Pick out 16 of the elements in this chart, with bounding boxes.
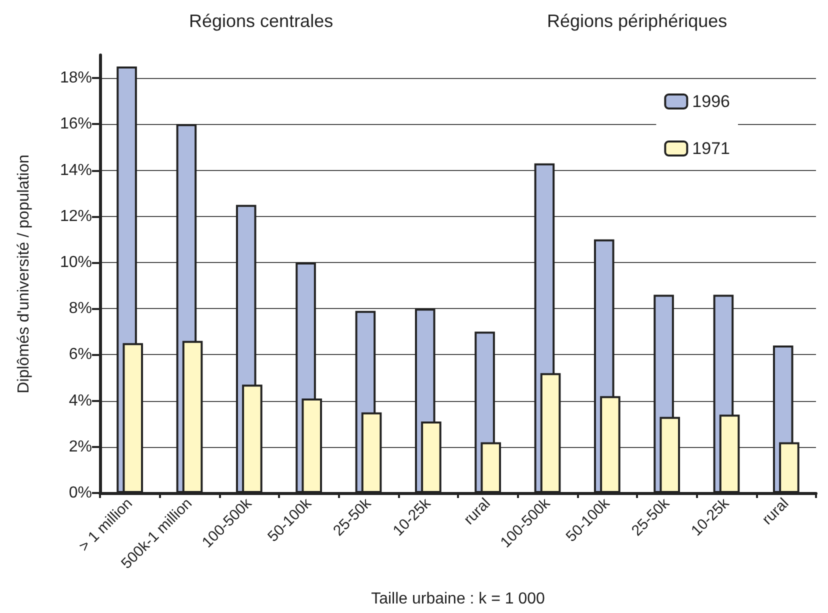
y-tick-label: 6% <box>68 346 92 364</box>
y-tick-label: 2% <box>68 438 92 456</box>
y-tick-label: 4% <box>68 392 92 410</box>
y-tick-label: 8% <box>68 300 92 318</box>
legend-label: 1971 <box>692 139 730 158</box>
y-tick-label: 16% <box>60 116 92 133</box>
y-tick-label: 10% <box>60 254 92 271</box>
y-tick-label: 12% <box>60 208 92 225</box>
text: Régions périphériques <box>547 11 728 31</box>
y-tick-label: 18% <box>60 70 92 87</box>
y-tick-label: 0% <box>68 484 92 502</box>
y-tick-label: 14% <box>60 162 92 179</box>
x-axis-title: Taille urbaine : k = 1 000 <box>371 590 546 608</box>
legend-label: 1996 <box>692 92 730 111</box>
text: Régions centrales <box>189 11 334 31</box>
y-axis-title: Diplômés d'université / population <box>16 154 32 394</box>
